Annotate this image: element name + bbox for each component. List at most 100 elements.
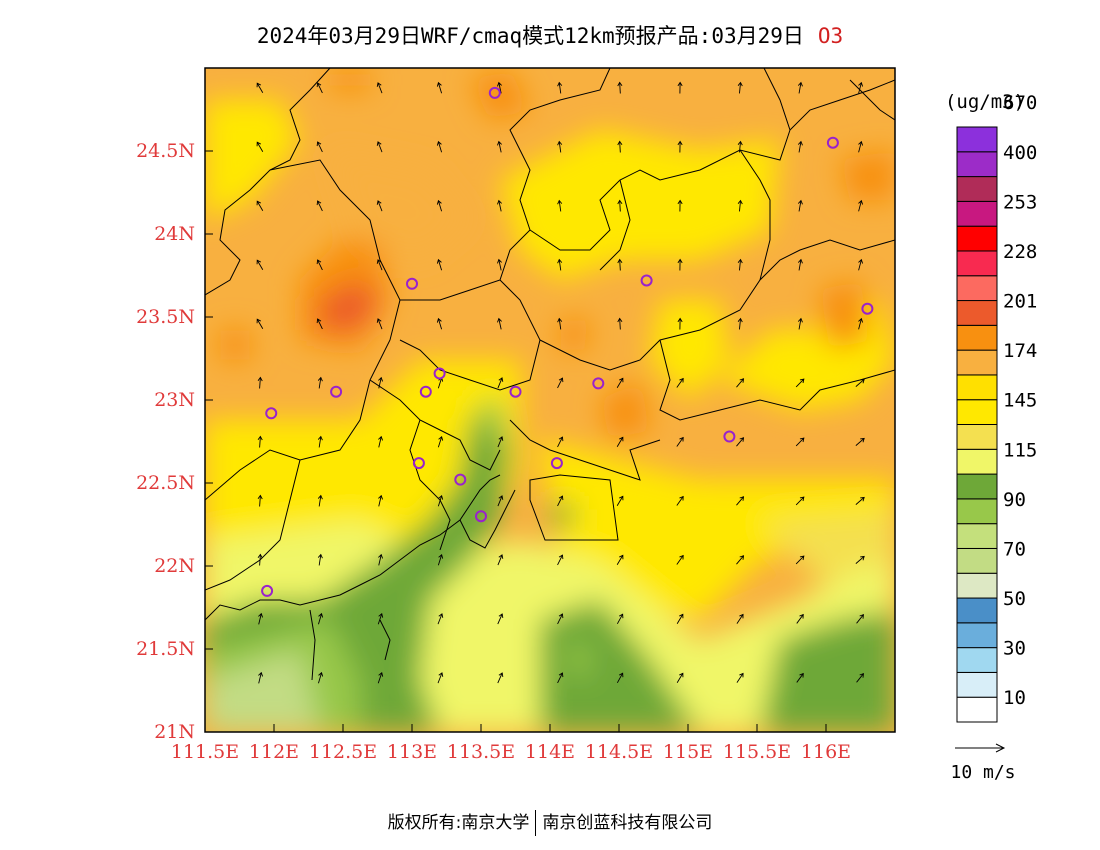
wind-arrow xyxy=(796,613,804,624)
wind-arrow xyxy=(258,612,264,625)
colorbar-swatch xyxy=(956,448,998,475)
station-marker xyxy=(723,430,736,443)
lon-tick-label: 114E xyxy=(525,741,575,763)
wind-arrow xyxy=(557,377,564,389)
wind-arrow xyxy=(855,437,865,446)
wind-arrow xyxy=(316,259,323,271)
wind-arrow xyxy=(677,199,683,212)
wind-arrow xyxy=(856,673,864,683)
colorbar-label: 174 xyxy=(1003,340,1037,362)
wind-arrow xyxy=(858,317,864,330)
colorbar-swatch xyxy=(956,225,998,252)
colorbar-swatch xyxy=(956,523,998,549)
station-marker xyxy=(419,385,432,398)
lat-tick-label: 24.5N xyxy=(136,140,195,162)
lat-tick-label: 23.5N xyxy=(136,306,195,328)
lat-tick-label: 23N xyxy=(154,389,195,411)
station-marker xyxy=(265,407,278,420)
wind-arrow xyxy=(378,376,383,389)
wind-arrow xyxy=(497,199,502,212)
wind-arrow xyxy=(557,199,563,212)
station-marker xyxy=(330,385,343,398)
lon-tick-label: 113.5E xyxy=(447,741,515,763)
lon-tick-label: 112.5E xyxy=(309,741,377,763)
boundary-lines xyxy=(205,68,895,681)
wind-arrow xyxy=(858,199,864,212)
wind-arrow xyxy=(257,435,263,448)
wind-arrow xyxy=(436,199,443,212)
wind-arrow xyxy=(797,81,803,94)
wind-arrow xyxy=(736,613,744,624)
colorbar-swatch xyxy=(956,250,998,277)
latitude-axis: 21N 21.5N 22N 22.5N 23N 23.5N 24N 24.5N xyxy=(136,140,213,743)
colorbar-swatch xyxy=(956,126,998,153)
wind-arrow xyxy=(855,378,865,387)
wind-arrow xyxy=(677,81,683,94)
wind-arrow xyxy=(437,672,444,684)
wind-arrow xyxy=(677,317,683,330)
colorbar-label: 670 xyxy=(1003,92,1037,114)
wind-arrow xyxy=(378,494,383,507)
station-markers xyxy=(261,86,874,597)
wind-arrow xyxy=(676,613,684,624)
wind-arrow xyxy=(436,317,443,330)
wind-arrow xyxy=(797,199,803,212)
wind-arrow xyxy=(858,140,864,153)
wind-arrow xyxy=(317,376,323,389)
wind-arrow xyxy=(557,613,564,625)
colorbar-swatch xyxy=(956,498,998,525)
wind-arrow xyxy=(677,140,683,153)
station-marker xyxy=(509,385,522,398)
wind-arrow xyxy=(617,317,623,330)
wind-arrow xyxy=(736,378,745,388)
wind-arrow xyxy=(557,140,563,153)
wind-reference-label: 10 m/s xyxy=(950,762,1015,783)
wind-arrow xyxy=(737,140,743,153)
wind-arrow xyxy=(257,376,263,389)
colorbar-swatch xyxy=(956,200,998,227)
colorbar-swatch xyxy=(956,349,998,376)
wind-arrow xyxy=(317,435,323,448)
colorbar-swatch xyxy=(956,324,998,351)
wind-arrow xyxy=(377,671,384,684)
wind-arrow xyxy=(856,614,864,624)
colorbar-swatch xyxy=(956,275,998,302)
wind-vector-field xyxy=(256,81,865,684)
wind-arrow xyxy=(676,672,684,683)
wind-arrow xyxy=(796,672,804,683)
colorbar-swatch xyxy=(956,399,998,426)
wind-arrow xyxy=(616,554,624,565)
colorbar-label: 10 xyxy=(1003,687,1026,709)
lat-tick-label: 21N xyxy=(154,721,195,743)
wind-arrow xyxy=(258,671,264,684)
wind-arrow xyxy=(316,200,323,212)
wind-arrow xyxy=(256,259,264,270)
wind-arrow xyxy=(737,199,743,212)
colorbar-swatch xyxy=(956,647,998,673)
wind-arrow xyxy=(795,496,805,506)
station-marker xyxy=(550,457,563,470)
wind-arrow xyxy=(858,258,864,271)
colorbar-swatch xyxy=(956,374,998,401)
wind-arrow xyxy=(497,140,502,153)
wind-arrow xyxy=(376,259,383,271)
wind-arrow xyxy=(497,377,504,389)
colorbar-label: 30 xyxy=(1003,638,1026,660)
footer-right: 南京创蓝科技有限公司 xyxy=(542,813,713,833)
wind-arrow xyxy=(617,258,623,271)
wind-arrow xyxy=(497,317,502,330)
lat-tick-label: 22.5N xyxy=(136,472,195,494)
wind-arrow xyxy=(797,258,803,271)
wind-arrow xyxy=(316,141,323,153)
station-marker xyxy=(488,86,501,99)
colorbar-swatch xyxy=(956,424,998,450)
colorbar-swatch xyxy=(956,671,998,698)
wind-arrow xyxy=(736,437,745,447)
colorbar-swatch xyxy=(956,151,998,178)
wind-arrow xyxy=(497,81,502,94)
wind-arrow xyxy=(376,200,383,212)
wind-arrow xyxy=(256,141,264,152)
wind-arrow xyxy=(858,81,864,94)
wind-arrow xyxy=(736,496,745,506)
